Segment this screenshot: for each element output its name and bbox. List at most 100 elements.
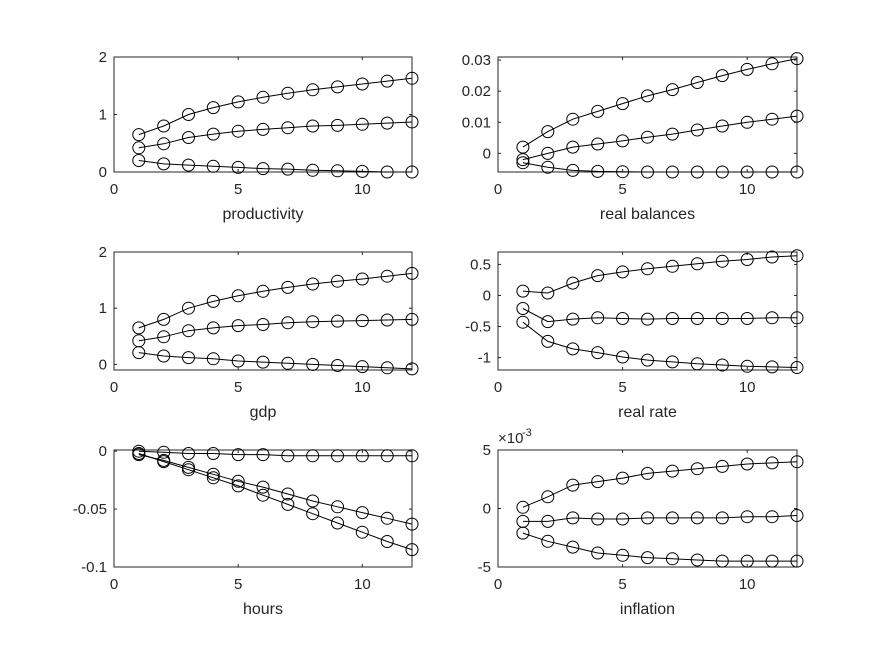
data-point — [231, 319, 245, 333]
data-point — [516, 315, 530, 329]
data-point — [566, 112, 580, 126]
data-point — [182, 463, 195, 477]
x-tick-label: 10 — [739, 576, 756, 593]
xlabel: productivity — [223, 206, 304, 223]
data-point — [355, 525, 369, 539]
data-point — [665, 552, 679, 566]
data-point — [331, 274, 344, 288]
data-point — [281, 86, 295, 100]
data-point — [355, 164, 369, 178]
data-point — [206, 321, 220, 335]
data-point — [206, 447, 220, 460]
data-point — [256, 284, 270, 298]
data-point — [331, 164, 344, 178]
subplot-hours: 0 5 10 -0.1 -0.05 0 hours — [73, 443, 419, 618]
data-point — [641, 312, 654, 326]
data-point — [690, 165, 704, 179]
series-line-2 — [138, 454, 413, 525]
data-point — [331, 80, 344, 94]
xlabel: hours — [243, 601, 283, 618]
series-line-3 — [522, 162, 797, 173]
data-point — [566, 163, 580, 177]
data-point — [405, 312, 419, 326]
data-point — [256, 90, 270, 104]
data-point — [765, 554, 779, 568]
data-point — [740, 62, 754, 76]
data-point — [281, 280, 295, 294]
data-point — [231, 160, 245, 174]
data-point — [541, 146, 555, 160]
x-tick-label: 0 — [494, 379, 502, 396]
subplot-gdp: 0 5 10 0 1 2 gdp — [99, 244, 419, 421]
xlabel: real balances — [600, 206, 695, 223]
data-point — [690, 312, 704, 325]
data-point — [790, 455, 804, 469]
x-tick-label: 0 — [494, 576, 502, 593]
y-tick-label: 5 — [483, 442, 491, 459]
data-point — [566, 540, 580, 554]
data-point — [765, 311, 779, 325]
data-point — [331, 118, 344, 132]
data-point — [157, 455, 171, 469]
data-point — [765, 510, 779, 524]
y-tick-label: 0 — [483, 287, 491, 304]
data-point — [355, 360, 369, 374]
x-tick-label: 5 — [234, 181, 242, 198]
data-point — [541, 534, 555, 548]
data-point — [641, 353, 654, 367]
data-point — [765, 165, 779, 179]
data-point — [182, 131, 195, 144]
y-tick-label: -0.5 — [465, 319, 491, 336]
series-line-2 — [138, 121, 413, 149]
data-point — [281, 162, 295, 176]
data-point — [765, 112, 779, 126]
data-point — [740, 115, 754, 129]
data-point — [206, 159, 220, 173]
data-point — [380, 269, 394, 283]
data-point — [790, 311, 804, 325]
data-point — [790, 361, 804, 374]
data-point — [616, 350, 630, 364]
y-tick-label: 0 — [483, 501, 491, 518]
data-point — [740, 554, 754, 568]
data-point — [541, 286, 555, 300]
data-point — [715, 165, 729, 179]
series-line-1 — [138, 450, 412, 457]
data-point — [306, 119, 320, 133]
data-point — [405, 165, 419, 179]
series-line-3 — [522, 321, 798, 368]
x-tick-label: 5 — [618, 379, 626, 396]
data-point — [541, 315, 555, 329]
y-tick-label: 0 — [99, 443, 107, 460]
data-point — [306, 315, 320, 329]
data-point — [405, 449, 419, 463]
data-point — [616, 312, 630, 325]
data-point — [740, 165, 754, 179]
data-point — [566, 342, 580, 356]
data-point — [591, 164, 605, 178]
data-point — [690, 123, 704, 137]
data-point — [256, 488, 270, 502]
data-point — [790, 509, 804, 522]
data-point — [182, 108, 195, 121]
data-point — [281, 449, 295, 463]
data-point — [740, 510, 754, 524]
data-point — [541, 334, 555, 348]
x-tick-label: 10 — [739, 379, 756, 396]
exponent-label: ×10 -3 — [498, 427, 532, 447]
data-point — [591, 512, 605, 526]
x-tick-label: 5 — [234, 576, 242, 593]
data-point — [641, 89, 654, 103]
data-point — [690, 462, 704, 476]
data-point — [256, 355, 270, 369]
y-tick-label: -0.05 — [73, 501, 107, 518]
data-point — [641, 262, 654, 276]
data-point — [790, 52, 804, 66]
data-point — [405, 115, 419, 129]
data-point — [380, 361, 394, 375]
data-point — [641, 165, 654, 179]
data-point — [256, 480, 270, 494]
series-line-1 — [522, 461, 798, 508]
data-point — [591, 311, 605, 325]
